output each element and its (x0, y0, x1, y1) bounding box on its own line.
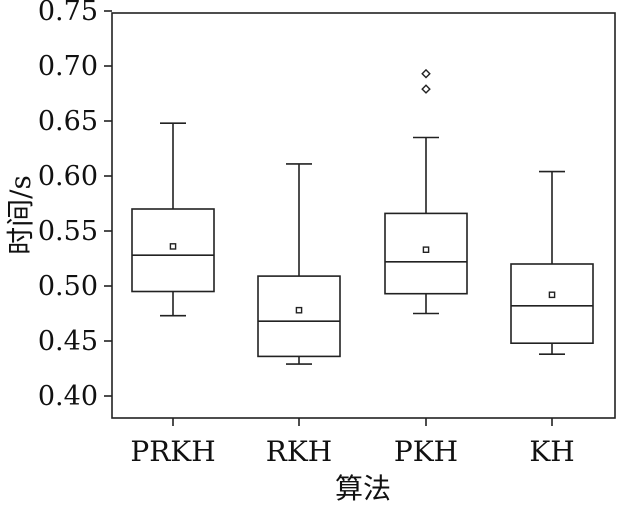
plot-frame (111, 12, 616, 419)
iqr-box (384, 212, 468, 295)
boxes-group (131, 68, 594, 365)
y-axis-title: 时间/s (4, 175, 37, 255)
box-prkh (131, 122, 215, 317)
x-tick-label: PRKH (130, 435, 215, 468)
y-tick-label: 0.45 (38, 326, 98, 357)
y-tick-label: 0.70 (38, 51, 98, 82)
box-kh (510, 170, 594, 356)
x-tick-label: RKH (266, 435, 332, 468)
y-tick-label: 0.75 (38, 0, 98, 27)
y-tick-label: 0.50 (38, 271, 98, 302)
x-tick-label: KH (529, 435, 574, 468)
mean-marker (548, 291, 556, 299)
mean-marker (422, 246, 430, 254)
box-rkh (257, 163, 341, 365)
y-tick-label: 0.65 (38, 106, 98, 137)
iqr-box (510, 263, 594, 344)
iqr-box (131, 208, 215, 293)
outlier-point (421, 84, 431, 94)
x-axis-title: 算法 (335, 472, 391, 505)
y-tick-label: 0.55 (38, 216, 98, 247)
mean-marker (169, 243, 177, 250)
x-axis: PRKH RKH PKH KH (130, 418, 575, 468)
mean-marker (295, 306, 303, 314)
y-tick-label: 0.40 (38, 381, 98, 412)
iqr-box (257, 275, 341, 358)
y-tick-label: 0.60 (38, 161, 98, 192)
y-axis: 0.40 0.45 0.50 0.55 0.60 0.65 0.70 0.75 (38, 0, 112, 412)
x-tick-label: PKH (394, 435, 458, 468)
outlier-point (421, 68, 431, 79)
box-pkh (384, 68, 468, 315)
